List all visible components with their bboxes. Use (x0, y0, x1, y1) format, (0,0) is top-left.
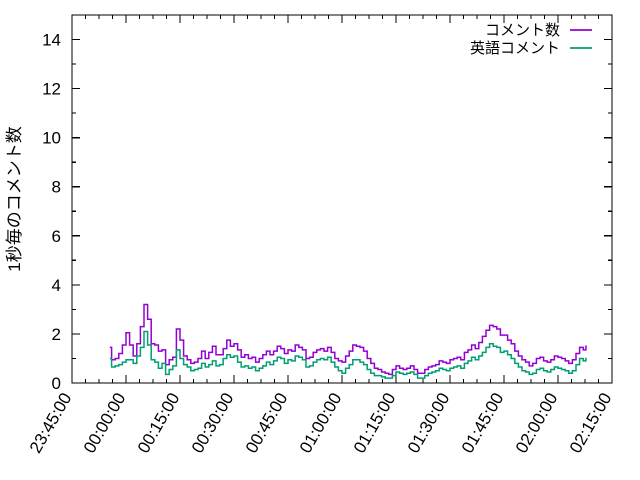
y-axis-tick-label: 0 (52, 374, 61, 393)
y-axis-title: 1秒毎のコメント数 (5, 126, 24, 271)
x-axis-tick-label: 01:15:00 (350, 390, 400, 457)
legend-label-1: 英語コメント (470, 39, 560, 57)
x-axis-tick-label: 01:30:00 (404, 390, 454, 457)
x-axis-tick-label: 02:15:00 (566, 390, 616, 457)
x-axis-tick-label: 02:00:00 (512, 390, 562, 457)
y-axis-tick-label: 2 (52, 325, 61, 344)
x-axis-tick-label: 00:30:00 (188, 390, 238, 457)
y-axis-tick-label: 12 (42, 80, 61, 99)
x-axis-tick-label: 00:00:00 (80, 390, 130, 457)
plot-frame (71, 14, 613, 384)
y-axis-tick-label: 8 (52, 178, 61, 197)
x-axis-tick-label: 01:45:00 (458, 390, 508, 457)
x-axis-tick-label: 23:45:00 (26, 390, 76, 457)
legend-label-0: コメント数 (485, 22, 560, 39)
y-axis-tick-label: 6 (52, 227, 61, 246)
x-axis-tick-label: 00:45:00 (242, 390, 292, 457)
y-axis-tick-label: 14 (42, 31, 61, 50)
x-axis-tick-label: 00:15:00 (134, 390, 184, 457)
y-axis-tick-label: 10 (42, 129, 61, 148)
series-line-comments-english (109, 330, 587, 379)
x-axis-tick-label: 01:00:00 (296, 390, 346, 457)
series-line-comments-total (109, 303, 587, 376)
y-axis-tick-label: 4 (52, 276, 61, 295)
